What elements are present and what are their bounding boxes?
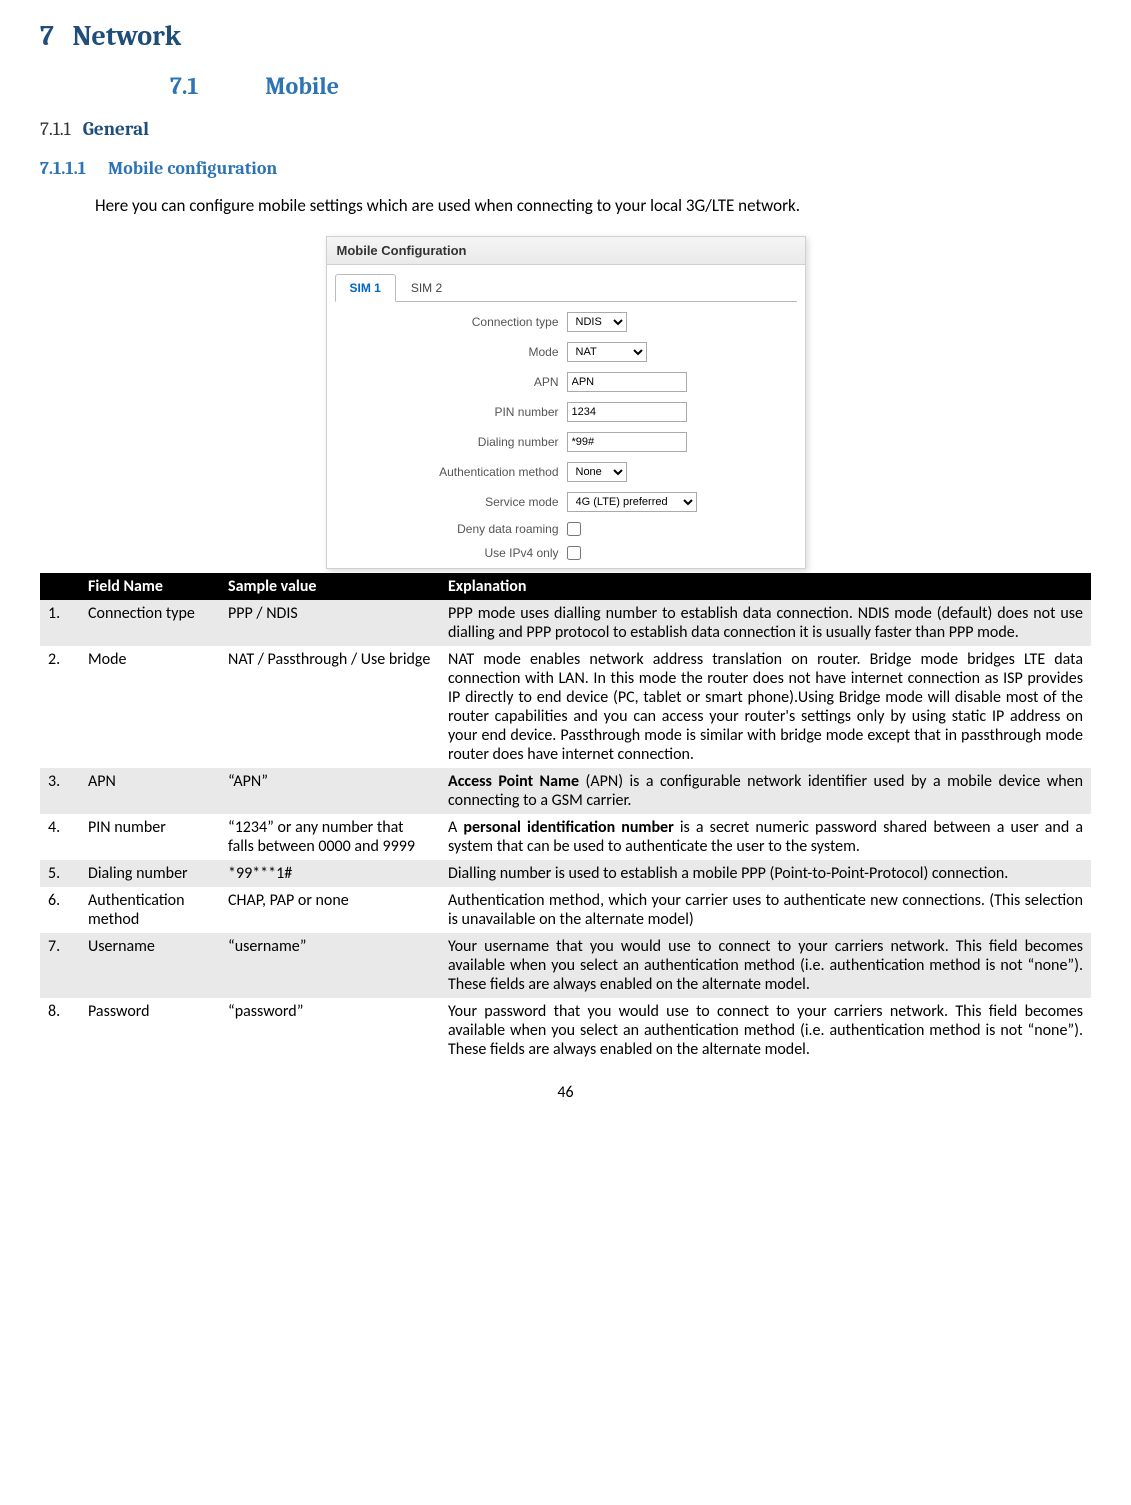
- label-mode: Mode: [327, 345, 567, 359]
- row-explanation: PPP mode uses dialling number to establi…: [440, 600, 1091, 646]
- table-row: 7.Username“username”Your username that y…: [40, 933, 1091, 998]
- h2-num: 7.1: [170, 72, 260, 100]
- table-row: 6.Authentication methodCHAP, PAP or none…: [40, 887, 1091, 933]
- row-sample: *99***1#: [220, 860, 440, 887]
- table-row: 2.ModeNAT / Passthrough / Use bridgeNAT …: [40, 646, 1091, 768]
- input-apn[interactable]: [567, 372, 687, 392]
- row-num: 4.: [40, 814, 80, 860]
- row-num: 5.: [40, 860, 80, 887]
- row-num: 8.: [40, 998, 80, 1063]
- table-row: 8.Password“password”Your password that y…: [40, 998, 1091, 1063]
- h3-title: General: [83, 118, 149, 140]
- row-field: PIN number: [80, 814, 220, 860]
- row-num: 1.: [40, 600, 80, 646]
- row-field: Mode: [80, 646, 220, 768]
- row-sample: “1234” or any number that falls between …: [220, 814, 440, 860]
- row-explanation: Your password that you would use to conn…: [440, 998, 1091, 1063]
- table-row: 4.PIN number“1234” or any number that fa…: [40, 814, 1091, 860]
- label-auth: Authentication method: [327, 465, 567, 479]
- row-sample: CHAP, PAP or none: [220, 887, 440, 933]
- row-num: 7.: [40, 933, 80, 998]
- sim-tabs: SIM 1 SIM 2: [335, 273, 797, 302]
- row-explanation: Access Point Name (APN) is a configurabl…: [440, 768, 1091, 814]
- row-num: 6.: [40, 887, 80, 933]
- page-number: 46: [40, 1083, 1091, 1102]
- select-service[interactable]: 4G (LTE) preferred: [567, 492, 697, 512]
- row-sample: “APN”: [220, 768, 440, 814]
- th-sample: Sample value: [220, 573, 440, 600]
- checkbox-deny-roaming[interactable]: [567, 522, 581, 536]
- tab-sim1[interactable]: SIM 1: [335, 274, 396, 302]
- heading-1: 7 Network: [40, 20, 1091, 52]
- th-explanation: Explanation: [440, 573, 1091, 600]
- table-row: 1.Connection typePPP / NDISPPP mode uses…: [40, 600, 1091, 646]
- label-deny-roaming: Deny data roaming: [327, 522, 567, 536]
- row-field: Password: [80, 998, 220, 1063]
- heading-4: 7.1.1.1 Mobile configuration: [40, 158, 1091, 179]
- h4-num: 7.1.1.1: [40, 158, 86, 179]
- row-field: Authentication method: [80, 887, 220, 933]
- row-sample: NAT / Passthrough / Use bridge: [220, 646, 440, 768]
- row-field: Dialing number: [80, 860, 220, 887]
- label-pin: PIN number: [327, 405, 567, 419]
- h2-title: Mobile: [265, 72, 339, 100]
- row-num: 3.: [40, 768, 80, 814]
- th-num: [40, 573, 80, 600]
- row-sample: “password”: [220, 998, 440, 1063]
- heading-2: 7.1 Mobile: [170, 72, 1091, 100]
- tab-sim2[interactable]: SIM 2: [396, 274, 457, 302]
- intro-paragraph: Here you can configure mobile settings w…: [95, 195, 1091, 216]
- row-num: 2.: [40, 646, 80, 768]
- mobile-config-panel: Mobile Configuration SIM 1 SIM 2 Connect…: [326, 236, 806, 569]
- row-sample: PPP / NDIS: [220, 600, 440, 646]
- h4-title: Mobile configuration: [108, 158, 277, 179]
- label-apn: APN: [327, 375, 567, 389]
- select-auth[interactable]: None: [567, 462, 627, 482]
- label-dialing: Dialing number: [327, 435, 567, 449]
- row-explanation: A personal identification number is a se…: [440, 814, 1091, 860]
- row-explanation: NAT mode enables network address transla…: [440, 646, 1091, 768]
- fields-table: Field Name Sample value Explanation 1.Co…: [40, 573, 1091, 1063]
- heading-3: 7.1.1 General: [40, 118, 1091, 140]
- h1-num: 7: [40, 20, 54, 52]
- row-field: Connection type: [80, 600, 220, 646]
- label-service: Service mode: [327, 495, 567, 509]
- row-explanation: Authentication method, which your carrie…: [440, 887, 1091, 933]
- table-row: 3.APN“APN”Access Point Name (APN) is a c…: [40, 768, 1091, 814]
- label-ipv4: Use IPv4 only: [327, 546, 567, 560]
- h3-num: 7.1.1: [40, 118, 71, 140]
- row-explanation: Dialling number is used to establish a m…: [440, 860, 1091, 887]
- table-row: 5.Dialing number*99***1#Dialling number …: [40, 860, 1091, 887]
- row-field: Username: [80, 933, 220, 998]
- row-field: APN: [80, 768, 220, 814]
- h1-title: Network: [72, 20, 181, 52]
- select-connection-type[interactable]: NDIS: [567, 312, 627, 332]
- row-sample: “username”: [220, 933, 440, 998]
- panel-title: Mobile Configuration: [327, 237, 805, 265]
- row-explanation: Your username that you would use to conn…: [440, 933, 1091, 998]
- input-pin[interactable]: [567, 402, 687, 422]
- label-connection-type: Connection type: [327, 315, 567, 329]
- checkbox-ipv4[interactable]: [567, 546, 581, 560]
- select-mode[interactable]: NAT: [567, 342, 647, 362]
- input-dialing[interactable]: [567, 432, 687, 452]
- th-field: Field Name: [80, 573, 220, 600]
